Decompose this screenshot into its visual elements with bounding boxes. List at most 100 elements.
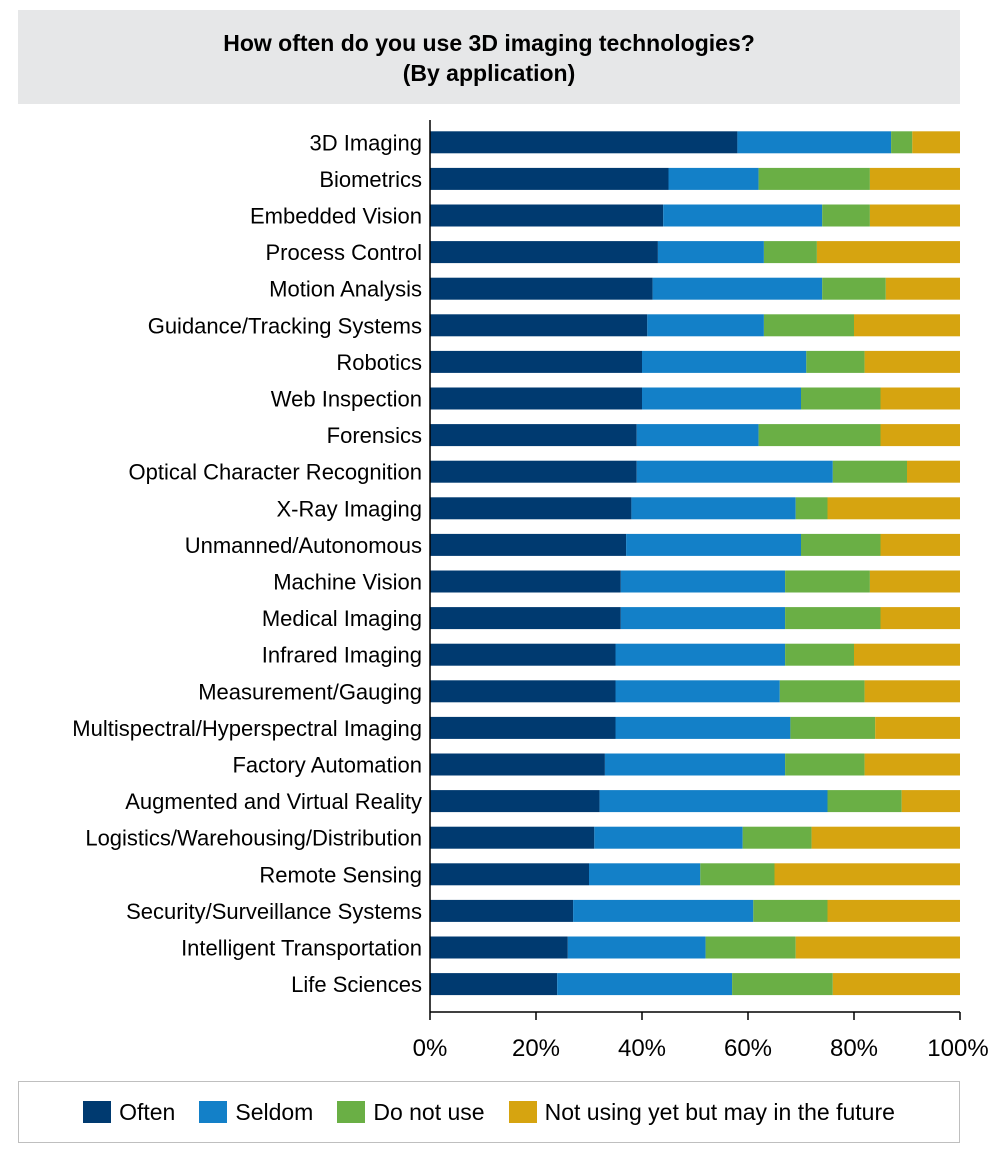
x-tick-label: 20% [512, 1035, 560, 1062]
bar-segment-not-using-yet-but-may-in-the-future [811, 826, 960, 849]
bar-segment-seldom [737, 131, 892, 154]
category-label: Factory Automation [232, 753, 422, 778]
category-label: Motion Analysis [269, 277, 422, 302]
bar-segment-do-not-use [785, 753, 865, 776]
stacked-bar-chart: 3D Imaging Biometrics Embedded Vision Proce… [72, 120, 989, 1062]
bar-segment-seldom [620, 570, 786, 593]
bar-segment-not-using-yet-but-may-in-the-future [907, 460, 960, 483]
category-label: Augmented and Virtual Reality [125, 789, 422, 814]
category-label: Medical Imaging [262, 606, 422, 631]
bar-segment-do-not-use [700, 863, 775, 886]
bar-segment-seldom [647, 314, 764, 337]
bar-segment-seldom [599, 790, 828, 813]
bar-segment-not-using-yet-but-may-in-the-future [774, 863, 960, 886]
bar-segment-seldom [631, 497, 796, 520]
bar-segment-seldom [668, 167, 759, 190]
bar-segment-do-not-use [801, 387, 881, 410]
category-label: X-Ray Imaging [276, 496, 422, 521]
bar-segment-not-using-yet-but-may-in-the-future [875, 716, 960, 739]
bar-segment-seldom [626, 533, 801, 556]
bar-segment-often [430, 680, 616, 703]
bar-segment-not-using-yet-but-may-in-the-future [827, 497, 960, 520]
legend-item-future: Not using yet but may in the future [508, 1098, 895, 1126]
legend-label-do-not-use: Do not use [373, 1098, 485, 1125]
legend-swatch-do-not-use [337, 1101, 366, 1123]
bar-segment-seldom [589, 863, 701, 886]
bar-segment-often [430, 350, 642, 373]
bar-segment-seldom [573, 899, 754, 922]
bar-segment-not-using-yet-but-may-in-the-future [880, 387, 960, 410]
bar-segment-not-using-yet-but-may-in-the-future [885, 277, 960, 300]
category-label: Unmanned/Autonomous [185, 533, 422, 558]
bar-segment-do-not-use [790, 716, 876, 739]
bar-segment-do-not-use [891, 131, 913, 154]
chart-subtitle: (By application) [402, 60, 576, 86]
legend-item-often: Often [83, 1099, 175, 1126]
category-label: Infrared Imaging [262, 643, 422, 668]
bar-segment-often [430, 131, 738, 154]
bar-segment-seldom [615, 643, 786, 666]
bar-segment-not-using-yet-but-may-in-the-future [869, 570, 960, 593]
bar-segment-do-not-use [822, 277, 886, 300]
bar-segment-often [430, 826, 595, 849]
bar-segment-do-not-use [795, 497, 828, 520]
bar-segment-often [430, 533, 627, 556]
bar-segment-often [430, 753, 605, 776]
bar-segment-often [430, 241, 658, 264]
bar-segment-seldom [620, 607, 786, 630]
x-tick-label: 60% [724, 1035, 772, 1062]
category-label: Guidance/Tracking Systems [148, 313, 422, 338]
legend-swatch-seldom [199, 1101, 228, 1123]
bar-segment-often [430, 460, 637, 483]
legend-item-seldom: Seldom [199, 1099, 313, 1126]
legend-label-future: Not using yet but may in the future [544, 1098, 895, 1125]
bar-segment-seldom [636, 460, 833, 483]
category-label: Biometrics [319, 167, 422, 192]
bar-segment-often [430, 314, 648, 337]
category-label: Intelligent Transportation [181, 936, 422, 961]
category-label: Robotics [336, 350, 422, 375]
bar-segment-often [430, 899, 574, 922]
bar-segment-often [430, 497, 632, 520]
bar-segment-not-using-yet-but-may-in-the-future [832, 973, 960, 996]
chart-title: How often do you use 3D imaging technolo… [223, 30, 755, 56]
category-label: Forensics [327, 423, 422, 448]
bar-segment-not-using-yet-but-may-in-the-future [864, 753, 960, 776]
category-label: Security/Surveillance Systems [126, 899, 422, 924]
category-label: Life Sciences [291, 972, 422, 997]
bar-segment-not-using-yet-but-may-in-the-future [827, 899, 960, 922]
bar-segment-not-using-yet-but-may-in-the-future [816, 241, 960, 264]
bar-segment-not-using-yet-but-may-in-the-future [880, 607, 960, 630]
bar-segment-do-not-use [785, 607, 881, 630]
x-tick-label: 100% [927, 1035, 988, 1062]
bar-segment-do-not-use [705, 936, 796, 959]
bar-segment-often [430, 973, 558, 996]
bar-segment-often [430, 204, 664, 227]
category-label: Machine Vision [273, 570, 422, 595]
legend-label-seldom: Seldom [235, 1098, 314, 1125]
category-label: Measurement/Gauging [198, 679, 422, 704]
bar-segment-seldom [615, 716, 791, 739]
bar-segment-seldom [642, 387, 801, 410]
bar-segment-often [430, 863, 589, 886]
bar-segment-do-not-use [763, 241, 817, 264]
bar-segment-do-not-use [785, 643, 854, 666]
legend-swatch-often [83, 1101, 112, 1123]
bar-segment-often [430, 277, 653, 300]
bar-segment-do-not-use [832, 460, 907, 483]
bar-segment-often [430, 643, 616, 666]
bar-segment-do-not-use [779, 680, 865, 703]
bar-segment-often [430, 936, 568, 959]
bar-segment-do-not-use [732, 973, 833, 996]
x-tick-label: 80% [830, 1035, 878, 1062]
bar-segment-do-not-use [758, 424, 881, 447]
bar-segment-seldom [615, 680, 780, 703]
category-label: Process Control [265, 240, 422, 265]
bar-segment-not-using-yet-but-may-in-the-future [854, 643, 960, 666]
bar-segment-do-not-use [753, 899, 828, 922]
bar-segment-seldom [642, 350, 807, 373]
bar-segment-seldom [567, 936, 706, 959]
bar-segment-do-not-use [822, 204, 870, 227]
bar-segment-often [430, 607, 621, 630]
bar-segment-seldom [663, 204, 823, 227]
